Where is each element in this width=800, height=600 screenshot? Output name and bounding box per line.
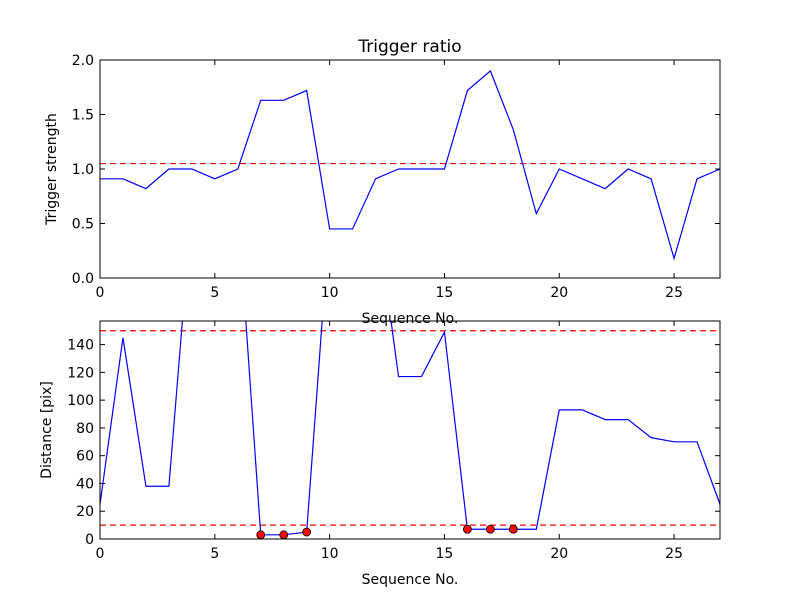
y-tick-label: 1.0 xyxy=(72,162,94,178)
y-axis-label: Trigger strength xyxy=(44,113,60,226)
x-tick-label: 5 xyxy=(210,285,219,301)
x-tick-label: 20 xyxy=(550,546,568,562)
distance-chart: 0 5 10 15 20 25 0 20 40 60 80 100 120 140 Sequence No… xyxy=(39,320,721,588)
y-tick-label: 100 xyxy=(67,393,94,409)
x-tick-label: 25 xyxy=(665,546,683,562)
x-tick-label: 20 xyxy=(550,285,568,301)
y-tick-label: 140 xyxy=(67,338,94,354)
data-point-marker xyxy=(485,524,495,534)
trigger-ratio-chart: Trigger ratio 0 5 10 15 20 250.00.51.01.52.0 … xyxy=(44,37,721,327)
y-tick-label: 0 xyxy=(85,532,94,548)
data-point-marker xyxy=(279,530,289,539)
x-axis-label: Sequence No. xyxy=(362,572,459,588)
x-tick-label: 0 xyxy=(96,546,105,562)
x-tick-label: 5 xyxy=(210,546,219,562)
y-tick-label: 0.0 xyxy=(72,271,94,287)
y-tick-label: 40 xyxy=(76,476,94,492)
y-tick-label: 20 xyxy=(76,504,94,520)
data-point-marker xyxy=(256,530,266,539)
y-tick-label: 80 xyxy=(76,421,94,437)
y-tick-label: 0.5 xyxy=(72,217,94,233)
y-tick-label: 120 xyxy=(67,365,94,381)
y-axis-label: Distance [pix] xyxy=(39,381,55,479)
chart-title: Trigger ratio xyxy=(357,37,461,57)
x-axis-label: Sequence No. xyxy=(362,311,459,327)
plot-frame xyxy=(99,320,721,540)
y-tick-label: 1.5 xyxy=(72,108,94,124)
y-tick-label: 60 xyxy=(76,449,94,465)
data-point-marker xyxy=(463,524,472,534)
x-tick-label: 25 xyxy=(665,285,683,301)
x-tick-label: 0 xyxy=(96,285,105,301)
x-tick-label: 10 xyxy=(321,285,339,301)
x-tick-label: 15 xyxy=(436,546,454,562)
y-tick-label: 2.0 xyxy=(72,53,94,69)
x-tick-label: 15 xyxy=(436,285,454,301)
series-line xyxy=(100,321,720,536)
tick-group: 0 5 10 15 20 25 0 20 40 60 80 100 120 140 xyxy=(67,321,720,562)
data-point-marker xyxy=(302,527,312,537)
tick-group: 0 5 10 15 20 25 0.0 0.5 1.0 1.5 2.0 xyxy=(72,53,720,301)
series-line xyxy=(100,69,720,261)
data-point-marker xyxy=(508,524,518,534)
plot-area xyxy=(100,69,720,261)
x-tick-label: 10 xyxy=(321,546,339,562)
plot-area xyxy=(100,321,720,539)
